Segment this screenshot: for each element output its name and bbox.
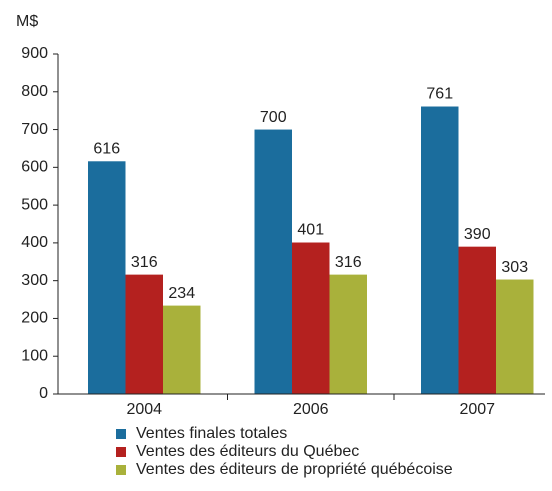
bar bbox=[163, 305, 201, 394]
y-tick-label: 400 bbox=[21, 234, 48, 251]
value-label: 316 bbox=[335, 254, 362, 271]
value-label: 401 bbox=[297, 222, 324, 239]
bar bbox=[254, 129, 292, 395]
value-label: 761 bbox=[426, 86, 453, 103]
bar bbox=[125, 274, 163, 394]
y-tick-label: 800 bbox=[21, 83, 48, 100]
y-tick-label: 200 bbox=[21, 310, 48, 327]
legend-label: Ventes finales totales bbox=[136, 425, 287, 442]
y-axis-label: M$ bbox=[16, 13, 38, 30]
value-label: 234 bbox=[168, 285, 195, 302]
y-tick-label: 900 bbox=[21, 45, 48, 62]
bar bbox=[88, 161, 126, 394]
value-label: 390 bbox=[464, 226, 491, 243]
y-tick-label: 700 bbox=[21, 121, 48, 138]
x-tick-label: 2004 bbox=[126, 401, 162, 418]
y-tick-label: 300 bbox=[21, 272, 48, 289]
value-label: 316 bbox=[131, 254, 158, 271]
bar bbox=[329, 274, 367, 394]
value-label: 303 bbox=[501, 259, 528, 276]
y-tick-label: 100 bbox=[21, 347, 48, 364]
legend-label: Ventes des éditeurs du Québec bbox=[136, 443, 359, 460]
bar bbox=[496, 279, 534, 394]
x-tick-label: 2007 bbox=[459, 401, 495, 418]
y-tick-label: 500 bbox=[21, 196, 48, 213]
legend-label: Ventes des éditeurs de propriété québéco… bbox=[136, 461, 453, 478]
legend-swatch bbox=[116, 465, 126, 475]
bar bbox=[292, 242, 330, 394]
legend-swatch bbox=[116, 429, 126, 439]
bar bbox=[421, 106, 459, 394]
x-tick-label: 2006 bbox=[293, 401, 329, 418]
value-label: 616 bbox=[93, 141, 120, 158]
value-label: 700 bbox=[260, 109, 287, 126]
legend-swatch bbox=[116, 447, 126, 457]
y-tick-label: 0 bbox=[39, 385, 48, 402]
y-tick-label: 600 bbox=[21, 159, 48, 176]
bar bbox=[458, 246, 496, 394]
